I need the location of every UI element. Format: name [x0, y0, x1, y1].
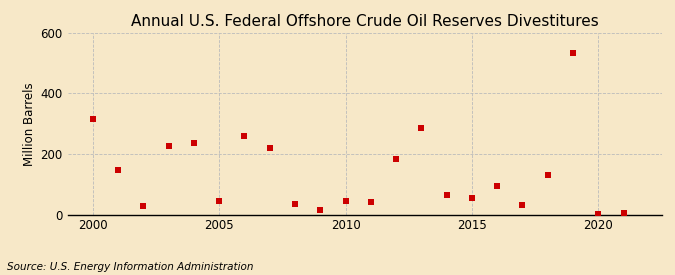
Point	[365, 200, 376, 205]
Point	[315, 208, 325, 212]
Point	[568, 50, 578, 55]
Point	[340, 199, 351, 203]
Point	[466, 196, 477, 200]
Point	[391, 156, 402, 161]
Point	[188, 141, 199, 146]
Y-axis label: Million Barrels: Million Barrels	[23, 82, 36, 166]
Point	[542, 173, 553, 177]
Point	[239, 134, 250, 138]
Point	[87, 117, 98, 122]
Point	[517, 203, 528, 208]
Point	[441, 192, 452, 197]
Point	[492, 184, 503, 188]
Point	[113, 167, 124, 172]
Point	[265, 146, 275, 150]
Point	[163, 144, 174, 148]
Point	[290, 202, 300, 206]
Point	[138, 204, 148, 208]
Point	[214, 199, 225, 203]
Point	[618, 211, 629, 215]
Point	[416, 126, 427, 131]
Title: Annual U.S. Federal Offshore Crude Oil Reserves Divestitures: Annual U.S. Federal Offshore Crude Oil R…	[131, 14, 598, 29]
Text: Source: U.S. Energy Information Administration: Source: U.S. Energy Information Administ…	[7, 262, 253, 272]
Point	[593, 211, 603, 216]
